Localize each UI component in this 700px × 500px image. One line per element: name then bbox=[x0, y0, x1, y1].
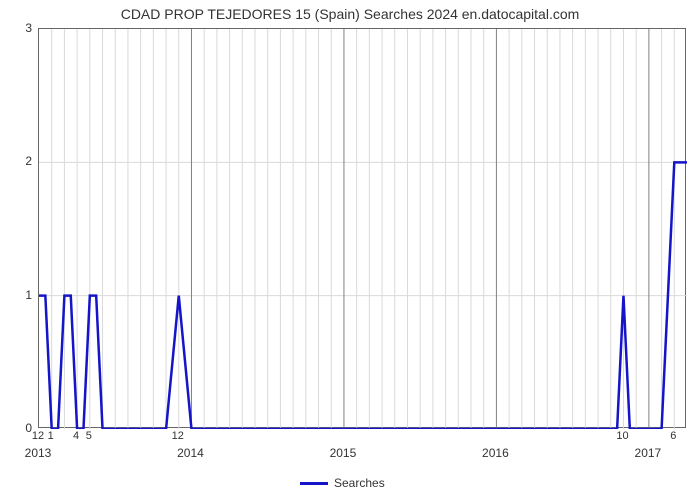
x-minor-tick-label: 10 bbox=[616, 430, 628, 442]
x-minor-tick-label: 1 bbox=[48, 430, 54, 442]
x-minor-tick-label: 12 bbox=[172, 430, 184, 442]
x-major-tick-label: 2015 bbox=[330, 446, 357, 460]
x-major-tick-label: 2016 bbox=[482, 446, 509, 460]
chart-wrapper: CDAD PROP TEJEDORES 15 (Spain) Searches … bbox=[0, 0, 700, 500]
legend: Searches bbox=[300, 476, 385, 490]
y-tick-label: 1 bbox=[25, 288, 32, 302]
x-minor-tick-label: 12 bbox=[32, 430, 44, 442]
y-tick-label: 2 bbox=[25, 154, 32, 168]
x-minor-tick-label: 4 bbox=[73, 430, 79, 442]
x-major-tick-label: 2013 bbox=[25, 446, 52, 460]
chart-title: CDAD PROP TEJEDORES 15 (Spain) Searches … bbox=[0, 6, 700, 22]
y-tick-label: 3 bbox=[25, 21, 32, 35]
x-minor-tick-label: 5 bbox=[86, 430, 92, 442]
x-major-tick-label: 2014 bbox=[177, 446, 204, 460]
legend-label-searches: Searches bbox=[334, 476, 385, 490]
plot-svg bbox=[39, 29, 687, 429]
x-minor-tick-label: 6 bbox=[670, 430, 676, 442]
legend-line-searches bbox=[300, 482, 328, 485]
plot-area bbox=[38, 28, 686, 428]
x-major-tick-label: 2017 bbox=[635, 446, 662, 460]
